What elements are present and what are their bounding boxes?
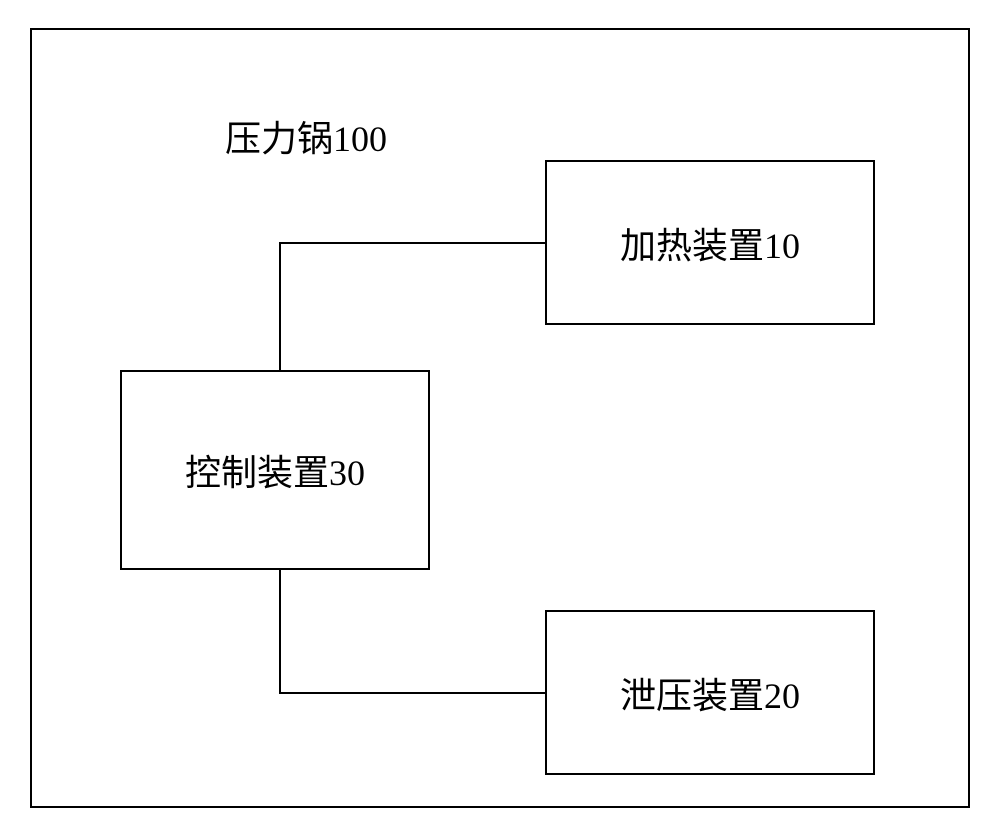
control-device-label: 控制装置30 bbox=[185, 444, 365, 496]
diagram-canvas: 压力锅100 加热装置10 控制装置30 泄压装置20 bbox=[0, 0, 1000, 837]
relief-device-box: 泄压装置20 bbox=[545, 610, 875, 775]
relief-device-label: 泄压装置20 bbox=[620, 667, 800, 719]
heating-device-box: 加热装置10 bbox=[545, 160, 875, 325]
diagram-title: 压力锅100 bbox=[225, 110, 387, 162]
control-device-box: 控制装置30 bbox=[120, 370, 430, 570]
heating-device-label: 加热装置10 bbox=[620, 217, 800, 269]
